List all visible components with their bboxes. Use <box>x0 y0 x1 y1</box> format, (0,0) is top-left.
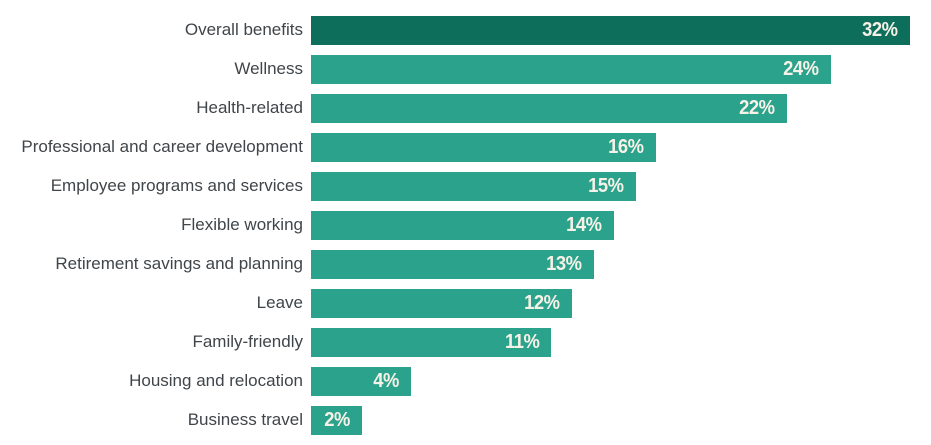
value-label: 15% <box>588 175 625 197</box>
bar-track: 32% <box>311 16 931 45</box>
value-label: 2% <box>324 409 350 431</box>
category-label: Family-friendly <box>192 332 303 352</box>
chart-row: Flexible working 14% <box>0 206 931 245</box>
category-label: Business travel <box>187 410 303 430</box>
bar: 16% <box>311 133 656 162</box>
bar-track: 2% <box>311 406 931 435</box>
bar-track: 11% <box>311 328 931 357</box>
value-label: 16% <box>608 136 645 158</box>
category-label: Retirement savings and planning <box>55 254 303 274</box>
bar-track: 16% <box>311 133 931 162</box>
bar-track: 24% <box>311 55 931 84</box>
bar: 13% <box>311 250 594 279</box>
category-label: Professional and career development <box>21 137 303 157</box>
bar-track: 13% <box>311 250 931 279</box>
value-label: 4% <box>373 370 399 392</box>
value-label: 14% <box>566 214 603 236</box>
bar: 12% <box>311 289 572 318</box>
chart-row: Business travel 2% <box>0 401 931 440</box>
category-label: Health-related <box>196 98 303 118</box>
bar-track: 14% <box>311 211 931 240</box>
value-label: 32% <box>862 19 899 41</box>
bar: 11% <box>311 328 551 357</box>
chart-row: Housing and relocation 4% <box>0 362 931 401</box>
chart-row: Health-related 22% <box>0 89 931 128</box>
bar-track: 4% <box>311 367 931 396</box>
category-label: Housing and relocation <box>129 371 303 391</box>
bar: 15% <box>311 172 636 201</box>
category-label: Leave <box>256 293 303 313</box>
value-label: 11% <box>504 331 540 353</box>
chart-row: Wellness 24% <box>0 50 931 89</box>
chart-row: Family-friendly 11% <box>0 323 931 362</box>
value-label: 13% <box>546 253 583 275</box>
value-label: 24% <box>783 58 820 80</box>
bar: 24% <box>311 55 831 84</box>
category-label: Flexible working <box>181 215 303 235</box>
category-label: Employee programs and services <box>50 176 303 196</box>
value-label: 12% <box>524 292 561 314</box>
bar: 22% <box>311 94 787 123</box>
chart-row: Leave 12% <box>0 284 931 323</box>
bar: 14% <box>311 211 614 240</box>
category-label: Wellness <box>234 59 303 79</box>
bar: 4% <box>311 367 411 396</box>
bar: 2% <box>311 406 362 435</box>
category-label: Overall benefits <box>184 20 303 40</box>
chart-row: Retirement savings and planning 13% <box>0 245 931 284</box>
value-label: 22% <box>739 97 776 119</box>
bar-track: 15% <box>311 172 931 201</box>
bar-highlight: 32% <box>311 16 910 45</box>
chart-row: Employee programs and services 15% <box>0 167 931 206</box>
bar-track: 22% <box>311 94 931 123</box>
bar-track: 12% <box>311 289 931 318</box>
chart-row: Overall benefits 32% <box>0 11 931 50</box>
chart-row: Professional and career development 16% <box>0 128 931 167</box>
